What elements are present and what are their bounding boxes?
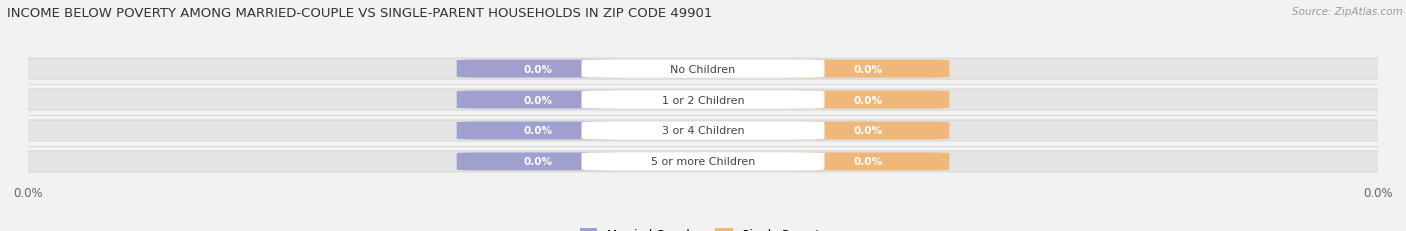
Text: 0.0%: 0.0%: [853, 157, 883, 167]
FancyBboxPatch shape: [8, 151, 1398, 172]
Text: 3 or 4 Children: 3 or 4 Children: [662, 126, 744, 136]
Text: 0.0%: 0.0%: [523, 64, 553, 74]
Text: 1 or 2 Children: 1 or 2 Children: [662, 95, 744, 105]
Text: 5 or more Children: 5 or more Children: [651, 157, 755, 167]
Text: INCOME BELOW POVERTY AMONG MARRIED-COUPLE VS SINGLE-PARENT HOUSEHOLDS IN ZIP COD: INCOME BELOW POVERTY AMONG MARRIED-COUPL…: [7, 7, 713, 20]
FancyBboxPatch shape: [787, 91, 949, 109]
FancyBboxPatch shape: [8, 120, 1398, 141]
Text: 0.0%: 0.0%: [523, 95, 553, 105]
Text: No Children: No Children: [671, 64, 735, 74]
FancyBboxPatch shape: [457, 60, 619, 78]
FancyBboxPatch shape: [787, 153, 949, 171]
Text: 0.0%: 0.0%: [853, 95, 883, 105]
FancyBboxPatch shape: [8, 59, 1398, 80]
Text: 0.0%: 0.0%: [523, 126, 553, 136]
Text: 0.0%: 0.0%: [853, 64, 883, 74]
FancyBboxPatch shape: [582, 60, 824, 78]
FancyBboxPatch shape: [787, 122, 949, 140]
FancyBboxPatch shape: [457, 122, 619, 140]
Text: 0.0%: 0.0%: [853, 126, 883, 136]
Legend: Married Couples, Single Parents: Married Couples, Single Parents: [575, 223, 831, 231]
FancyBboxPatch shape: [457, 91, 619, 109]
Text: 0.0%: 0.0%: [523, 157, 553, 167]
FancyBboxPatch shape: [8, 90, 1398, 111]
FancyBboxPatch shape: [582, 122, 824, 140]
FancyBboxPatch shape: [582, 153, 824, 171]
FancyBboxPatch shape: [787, 60, 949, 78]
FancyBboxPatch shape: [582, 91, 824, 109]
FancyBboxPatch shape: [457, 153, 619, 171]
Text: Source: ZipAtlas.com: Source: ZipAtlas.com: [1292, 7, 1403, 17]
